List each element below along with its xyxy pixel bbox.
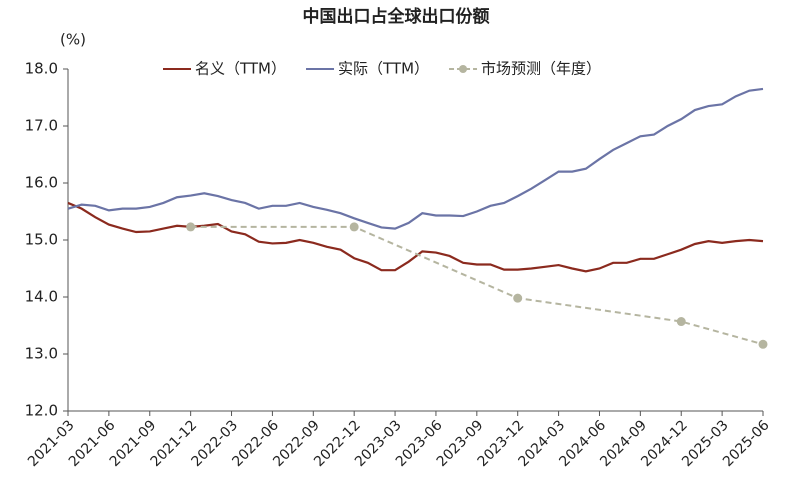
legend-marker [459, 65, 468, 73]
data-point [186, 222, 196, 232]
data-point [513, 293, 523, 303]
y-tick-label: 13.0 [25, 345, 58, 363]
series-line [190, 225, 764, 346]
y-tick-label: 17.0 [25, 117, 58, 135]
data-point [758, 339, 768, 349]
y-axis-label: (%) [60, 31, 86, 49]
y-tick-label: 16.0 [25, 174, 58, 192]
data-point [676, 317, 686, 327]
data-point [349, 222, 359, 232]
y-tick-label: 12.0 [25, 402, 58, 420]
legend-label: 市场预测（年度） [481, 60, 601, 78]
chart-title: 中国出口占全球出口份额 [303, 6, 490, 27]
series-line [67, 87, 764, 230]
series-line [67, 201, 764, 273]
legend-label: 名义（TTM） [195, 60, 286, 78]
legend-label: 实际（TTM） [338, 60, 429, 78]
y-tick-label: 14.0 [25, 288, 58, 306]
legend: 名义（TTM） 实际（TTM） 市场预测（年度） [163, 60, 601, 78]
y-tick-label: 15.0 [25, 231, 58, 249]
y-tick-label: 18.0 [25, 60, 58, 78]
